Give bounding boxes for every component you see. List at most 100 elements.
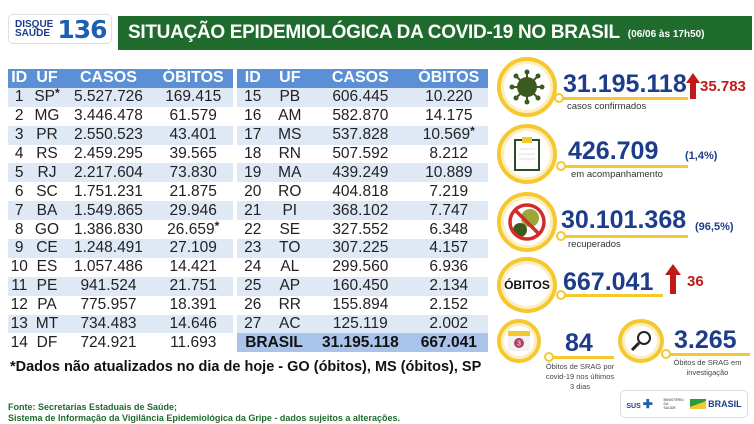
table-cell: 3 xyxy=(8,125,31,145)
table-row: 27 AC 125.119 2.002 xyxy=(237,314,488,334)
column-header: ÓBITOS xyxy=(409,69,488,88)
government-logos: SUS ✚ MINISTÉRIO DA SAÚDE BRASIL xyxy=(620,390,748,418)
table-cell: 2.134 xyxy=(409,276,488,296)
table-cell: SP* xyxy=(30,87,64,107)
table-row: 7 BA 1.549.865 29.946 xyxy=(8,201,233,221)
source-line: Sistema de Informação da Vigilância Epid… xyxy=(8,413,400,423)
arrow-up-icon xyxy=(665,264,681,294)
table-cell: 61.579 xyxy=(169,107,217,125)
table-cell: 10.220 xyxy=(409,87,488,107)
table-row: 22 SE 327.552 6.348 xyxy=(237,220,488,239)
table-cell: 6.936 xyxy=(429,258,469,276)
asterisk: * xyxy=(470,124,475,139)
table-cell: 327.552 xyxy=(332,220,389,238)
column-header: ID xyxy=(8,69,31,88)
confirmed-value: 31.195.118 xyxy=(563,70,687,98)
table-cell: 775.957 xyxy=(80,296,137,314)
table-cell: AP xyxy=(268,276,312,296)
table-cell: 2.002 xyxy=(409,314,488,334)
table-cell: 1.386.830 xyxy=(73,220,143,238)
table-cell: 14.421 xyxy=(169,258,217,276)
table-row: 23 TO 307.225 4.157 xyxy=(237,239,488,258)
source: Fonte: Secretarias Estaduais de Saúde; S… xyxy=(8,402,400,424)
table-cell: 1.057.486 xyxy=(73,258,143,276)
table-row: 6 SC 1.751.231 21.875 xyxy=(8,182,233,201)
table-cell: 29.946 xyxy=(153,201,233,221)
table-cell: 2.217.604 xyxy=(63,163,154,183)
table-row: 21 PI 368.102 7.747 xyxy=(237,201,488,221)
table-cell: 307.225 xyxy=(311,239,410,258)
table-cell: 439.249 xyxy=(311,163,410,183)
sus-logo: SUS ✚ xyxy=(626,397,653,411)
table-cell: MA xyxy=(268,163,312,183)
recovered-label: recuperados xyxy=(568,239,621,250)
table-cell: 8.212 xyxy=(429,145,469,162)
magnifier-icon xyxy=(618,319,664,363)
confirmed-increase: 35.783 xyxy=(700,78,746,95)
table-cell: 3.446.478 xyxy=(73,107,143,125)
table-row: 2 MG 3.446.478 61.579 xyxy=(8,107,233,126)
table-cell: 8 xyxy=(14,220,24,238)
table-cell: 9 xyxy=(8,239,31,258)
table-cell: DF xyxy=(36,333,58,351)
table-cell: 1.248.491 xyxy=(63,239,154,258)
table-cell: 404.818 xyxy=(332,182,389,200)
table-cell: 125.119 xyxy=(311,314,410,334)
virus-icon xyxy=(497,57,557,117)
confirmed-label: casos confirmados xyxy=(567,101,647,112)
table-row: 3 PR 2.550.523 43.401 xyxy=(8,125,233,145)
table-cell: 25 xyxy=(237,276,269,296)
monitoring-value: 426.709 xyxy=(568,137,659,165)
table-row: 1 SP* 5.527.726 169.415 xyxy=(8,87,233,107)
table-cell: 21.751 xyxy=(153,276,233,296)
table-cell: 43.401 xyxy=(153,125,233,145)
disque-saude-logo: DISQUE SAÚDE 136 xyxy=(8,14,112,44)
table-cell: 15 xyxy=(237,87,269,107)
table-cell: CE xyxy=(30,239,64,258)
table-cell: 507.592 xyxy=(332,145,389,162)
page-title-bar: SITUAÇÃO EPIDEMIOLÓGICA DA COVID-19 NO B… xyxy=(118,16,752,50)
table-row: 15 PB 606.445 10.220 xyxy=(237,87,488,107)
table-cell: RN xyxy=(278,145,301,162)
table-row: 14 DF 724.921 11.693 xyxy=(8,333,233,352)
table-row: 5 RJ 2.217.604 73.830 xyxy=(8,163,233,183)
table-row: 11 PE 941.524 21.751 xyxy=(8,276,233,296)
column-header: CASOS xyxy=(311,69,410,88)
table-cell: 6 xyxy=(14,182,24,200)
svg-text:3: 3 xyxy=(517,341,521,348)
table-cell: 5.527.726 xyxy=(63,87,154,107)
table-cell: 1.751.231 xyxy=(73,182,143,200)
page-title: SITUAÇÃO EPIDEMIOLÓGICA DA COVID-19 NO B… xyxy=(128,22,620,43)
asterisk: * xyxy=(214,218,220,233)
table-cell: 12 xyxy=(10,296,28,314)
recovered-value: 30.101.368 xyxy=(561,206,687,234)
states-table-left: ID UF CASOS ÓBITOS 1 SP* 5.527.726 169.415 2 MG 3.… xyxy=(8,69,233,352)
table-cell: 20 xyxy=(244,182,262,200)
monitoring-label: em acompanhamento xyxy=(571,169,663,180)
logo-line2: SAÚDE xyxy=(15,28,51,39)
table-cell: 582.870 xyxy=(332,107,389,125)
table-cell: PE xyxy=(30,276,64,296)
table-cell: AC xyxy=(268,314,312,334)
table-cell: PA xyxy=(37,296,57,314)
table-cell: 27 xyxy=(237,314,269,334)
table-cell: RJ xyxy=(30,163,64,183)
table-cell: 13 xyxy=(8,314,31,334)
srag-recent-value: 84 xyxy=(565,329,593,357)
column-header: UF xyxy=(30,69,64,88)
table-cell: 4 xyxy=(14,145,24,162)
table-cell: 7 xyxy=(8,201,31,221)
table-cell: 537.828 xyxy=(311,125,410,145)
table-cell: SE xyxy=(279,220,301,238)
table-cell: 14 xyxy=(10,333,28,351)
table-cell: AL xyxy=(280,258,300,276)
calendar-icon: 3 xyxy=(497,319,541,363)
table-row: 26 RR 155.894 2.152 xyxy=(237,296,488,315)
table-cell: ES xyxy=(36,258,58,276)
table-row: 4 RS 2.459.295 39.565 xyxy=(8,145,233,164)
total-row: BRASIL 31.195.118 667.041 xyxy=(237,333,488,353)
table-cell: 21 xyxy=(237,201,269,221)
table-cell: 10 xyxy=(10,258,28,276)
table-row: 10 ES 1.057.486 14.421 xyxy=(8,258,233,277)
table-cell: 18 xyxy=(244,145,262,162)
